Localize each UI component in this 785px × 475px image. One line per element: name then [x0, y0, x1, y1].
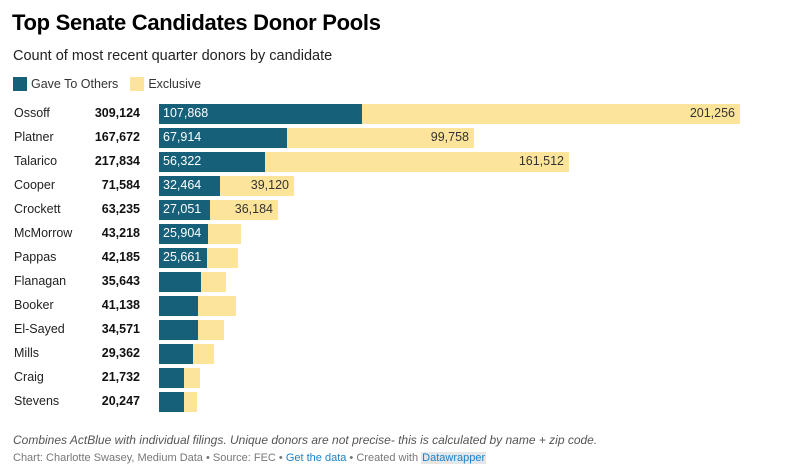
category-label: Talarico: [14, 154, 58, 168]
data-label-exclusive: 36,184: [234, 202, 273, 216]
total-label: 34,571: [101, 322, 140, 336]
total-label: 42,185: [101, 250, 140, 264]
datawrapper-link[interactable]: Datawrapper: [421, 452, 487, 464]
chart-title: Top Senate Candidates Donor Pools: [12, 10, 381, 35]
total-label: 29,362: [101, 346, 140, 360]
total-label: 63,235: [101, 202, 140, 216]
category-label: Ossoff: [14, 106, 50, 120]
bar-gave-to-others: [159, 248, 207, 268]
bar-row-flanagan: Flanagan 35,643: [0, 272, 785, 292]
bar-row-stevens: Stevens 20,247: [0, 392, 785, 412]
bar-row-el-sayed: El-Sayed 34,571: [0, 320, 785, 340]
bar-gave-to-others: [159, 104, 362, 124]
category-label: Craig: [14, 370, 44, 384]
data-label-gave-to-others: 107,868: [163, 106, 209, 120]
legend-item-exclusive: Exclusive: [130, 77, 201, 91]
bar-exclusive: [287, 128, 474, 148]
data-label-gave-to-others: 32,464: [163, 178, 202, 192]
byline-credit: Chart: Charlotte Swasey, Medium Data • S…: [13, 452, 286, 464]
data-label-exclusive: 39,120: [250, 178, 289, 192]
category-label: Flanagan: [14, 274, 67, 288]
bar-row-platner: Platner 167,672 67,914 99,758: [0, 128, 785, 148]
bar-row-cooper: Cooper 71,584 32,464 39,120: [0, 176, 785, 196]
total-label: 41,138: [101, 298, 140, 312]
bar-exclusive: [210, 200, 278, 220]
bar-exclusive: [198, 320, 224, 340]
legend: Gave To Others Exclusive: [13, 77, 213, 91]
category-label: McMorrow: [14, 226, 73, 240]
bar-gave-to-others: [159, 128, 287, 148]
data-label-exclusive: 99,758: [430, 130, 469, 144]
bar-gave-to-others: [159, 392, 184, 412]
bar-gave-to-others: [159, 152, 265, 172]
bar-gave-to-others: [159, 224, 208, 244]
bar-row-crockett: Crockett 63,235 27,051 36,184: [0, 200, 785, 220]
category-label: Mills: [14, 346, 39, 360]
bar-exclusive: [184, 392, 197, 412]
bar-row-pappas: Pappas 42,185 25,661: [0, 248, 785, 268]
bar-gave-to-others: [159, 344, 193, 364]
bar-row-mills: Mills 29,362: [0, 344, 785, 364]
category-label: Pappas: [14, 250, 57, 264]
bar-row-ossoff: Ossoff 309,124 107,868 201,256: [0, 104, 785, 124]
data-label-exclusive: 161,512: [518, 154, 564, 168]
category-label: Booker: [14, 298, 54, 312]
data-label-exclusive: 201,256: [689, 106, 735, 120]
category-label: El-Sayed: [14, 322, 65, 336]
data-label-gave-to-others: 56,322: [163, 154, 202, 168]
bar-exclusive: [362, 104, 740, 124]
legend-label-exclusive: Exclusive: [148, 77, 202, 91]
bar-gave-to-others: [159, 368, 184, 388]
total-label: 21,732: [101, 370, 140, 384]
category-label: Stevens: [14, 394, 60, 408]
bar-row-booker: Booker 41,138: [0, 296, 785, 316]
bar-exclusive: [220, 176, 294, 196]
bar-gave-to-others: [159, 296, 198, 316]
category-label: Crockett: [14, 202, 61, 216]
byline-created-with: • Created with: [346, 452, 422, 464]
bar-exclusive: [198, 296, 236, 316]
bar-row-mcmorrow: McMorrow 43,218 25,904: [0, 224, 785, 244]
bar-exclusive: [201, 272, 226, 292]
legend-item-gave: Gave To Others: [13, 77, 118, 91]
bar-exclusive: [184, 368, 200, 388]
data-label-gave-to-others: 25,661: [163, 250, 202, 264]
legend-swatch-exclusive: [130, 77, 145, 91]
total-label: 217,834: [94, 154, 140, 168]
data-label-gave-to-others: 67,914: [163, 130, 202, 144]
bar-gave-to-others: [159, 176, 220, 196]
data-label-gave-to-others: 27,051: [163, 202, 202, 216]
bar-exclusive: [265, 152, 569, 172]
category-label: Cooper: [14, 178, 55, 192]
chart-notes: Combines ActBlue with individual filings…: [13, 433, 598, 447]
bar-exclusive: [207, 248, 238, 268]
category-label: Platner: [14, 130, 54, 144]
byline: Chart: Charlotte Swasey, Medium Data • S…: [13, 452, 487, 464]
chart-subtitle: Count of most recent quarter donors by c…: [13, 48, 333, 64]
bar-exclusive: [193, 344, 214, 364]
total-label: 309,124: [94, 106, 140, 120]
total-label: 167,672: [94, 130, 140, 144]
get-the-data-link[interactable]: Get the data: [285, 452, 347, 464]
legend-swatch-gave: [13, 77, 27, 91]
bar-row-talarico: Talarico 217,834 56,322 161,512: [0, 152, 785, 172]
bar-row-craig: Craig 21,732: [0, 368, 785, 388]
data-label-gave-to-others: 25,904: [163, 226, 202, 240]
total-label: 35,643: [101, 274, 140, 288]
bar-gave-to-others: [159, 272, 201, 292]
bar-gave-to-others: [159, 200, 210, 220]
bar-exclusive: [208, 224, 241, 244]
legend-label-gave: Gave To Others: [31, 77, 119, 91]
total-label: 20,247: [101, 394, 140, 408]
bar-gave-to-others: [159, 320, 198, 340]
total-label: 71,584: [101, 178, 140, 192]
total-label: 43,218: [101, 226, 140, 240]
